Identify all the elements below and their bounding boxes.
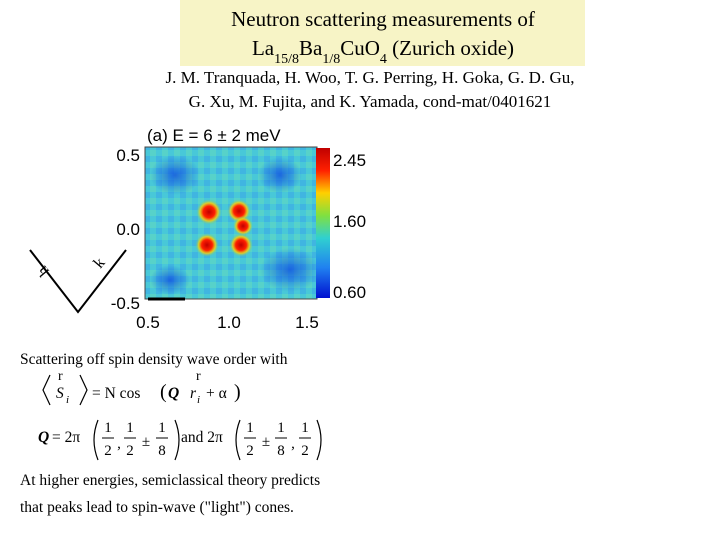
svg-text:): ) bbox=[234, 381, 241, 403]
formula-2: Q = 2π 1 2 , 1 2 ± 1 8 and 2π 1 2 ± 1 8 … bbox=[38, 419, 322, 461]
text: La bbox=[252, 36, 275, 60]
text: 1 bbox=[126, 420, 134, 436]
x-tick-label: 1.0 bbox=[217, 313, 241, 332]
title: Neutron scattering measurements of bbox=[231, 7, 535, 31]
text: 8 bbox=[277, 443, 285, 459]
text: + α bbox=[206, 385, 227, 402]
text: 1 bbox=[104, 420, 112, 436]
y-tick-label: -0.5 bbox=[111, 294, 140, 313]
text: 1 bbox=[301, 420, 309, 436]
colorbar-label: 1.60 bbox=[333, 212, 366, 231]
colorbar-label: 2.45 bbox=[333, 151, 366, 170]
text: S bbox=[56, 385, 64, 402]
text: Q bbox=[168, 385, 179, 402]
text: 1 bbox=[277, 420, 285, 436]
title-box bbox=[180, 0, 585, 66]
text: 1 bbox=[158, 420, 166, 436]
text: r bbox=[58, 369, 63, 384]
text: (Zurich oxide) bbox=[387, 36, 514, 60]
x-tick-label: 0.5 bbox=[136, 313, 160, 332]
text: i bbox=[66, 394, 69, 406]
title-formula: La15/8Ba1/8CuO4 (Zurich oxide) bbox=[252, 36, 514, 67]
text: , bbox=[291, 436, 295, 452]
y-tick-label: 0.5 bbox=[116, 146, 140, 165]
text: and 2π bbox=[181, 429, 223, 446]
formula-1: r S i = N cos ( Q r r i + α ) bbox=[42, 369, 241, 406]
text: r bbox=[196, 369, 201, 384]
text: 2 bbox=[301, 443, 309, 459]
x-tick-label: 1.5 bbox=[295, 313, 319, 332]
text: 15/8 bbox=[274, 52, 299, 67]
text: 2 bbox=[246, 443, 254, 459]
direction-label: k bbox=[90, 255, 108, 272]
text: , bbox=[117, 436, 121, 452]
heatmap bbox=[144, 146, 320, 301]
colorbar bbox=[316, 148, 330, 298]
text: Ba bbox=[299, 36, 323, 60]
body-text: that peaks lead to spin-wave ("light") c… bbox=[20, 499, 294, 516]
text: 1/8 bbox=[322, 52, 340, 67]
panel-label: (a) E = 6 ± 2 meV bbox=[147, 126, 281, 145]
colorbar-label: 0.60 bbox=[333, 283, 366, 302]
text: i bbox=[197, 394, 200, 406]
authors: G. Xu, M. Fujita, and K. Yamada, cond-ma… bbox=[189, 92, 552, 111]
text: r bbox=[190, 385, 197, 402]
text: CuO bbox=[340, 36, 380, 60]
text: = N cos bbox=[92, 385, 140, 402]
authors: J. M. Tranquada, H. Woo, T. G. Perring, … bbox=[166, 68, 575, 87]
text: 2 bbox=[104, 443, 112, 459]
text: Q bbox=[38, 429, 49, 446]
text: = 2π bbox=[52, 429, 80, 446]
direction-axes bbox=[29, 249, 127, 314]
text: 2 bbox=[126, 443, 134, 459]
text: 4 bbox=[380, 52, 387, 67]
text: ± bbox=[142, 434, 150, 450]
body-text: At higher energies, semiclassical theory… bbox=[20, 472, 320, 489]
text: ± bbox=[262, 434, 270, 450]
body-text: Scattering off spin density wave order w… bbox=[20, 351, 288, 368]
paren: ( bbox=[160, 381, 167, 403]
y-tick-label: 0.0 bbox=[116, 220, 140, 239]
text: 1 bbox=[246, 420, 254, 436]
text: 8 bbox=[158, 443, 166, 459]
